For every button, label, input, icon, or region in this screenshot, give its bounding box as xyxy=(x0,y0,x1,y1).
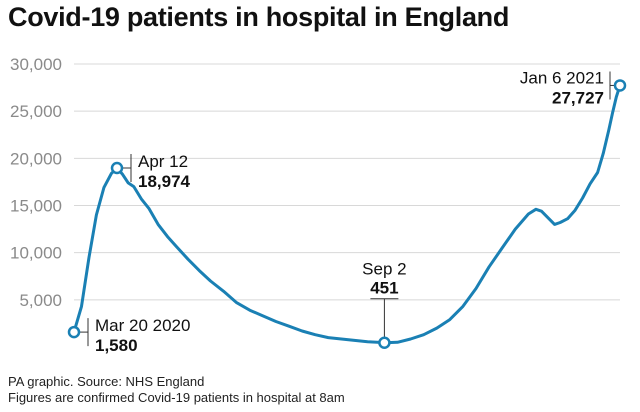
annotation-point-marker xyxy=(67,325,81,339)
annotation-point-marker xyxy=(613,79,627,92)
annotation-value-label: 451 xyxy=(370,279,398,298)
annotation-value-label: 27,727 xyxy=(552,88,604,107)
annotation-date-label: Apr 12 xyxy=(138,152,188,171)
y-tick-label: 10,000 xyxy=(10,244,62,263)
y-axis-ticks: 5,000 10,000 15,000 20,000 25,000 30,000 xyxy=(10,55,62,310)
y-tick-label: 30,000 xyxy=(10,55,62,74)
series-line xyxy=(72,83,622,345)
annotation-point-marker xyxy=(378,336,391,349)
annotation-point-marker xyxy=(110,161,124,175)
y-tick-label: 25,000 xyxy=(10,102,62,121)
annotation-date-label: Jan 6 2021 xyxy=(520,68,604,87)
y-tick-label: 5,000 xyxy=(19,291,62,310)
annotation-value-label: 1,580 xyxy=(95,336,138,355)
annotation-date-label: Mar 20 2020 xyxy=(95,316,190,335)
series-line-layer xyxy=(72,83,622,345)
source-note: PA graphic. Source: NHS England xyxy=(8,374,205,389)
gridlines xyxy=(74,63,620,301)
annotation-date-label: Sep 2 xyxy=(362,260,406,279)
figures-note: Figures are confirmed Covid-19 patients … xyxy=(8,390,345,405)
chart-title: Covid-19 patients in hospital in England xyxy=(8,2,510,32)
y-tick-label: 20,000 xyxy=(10,149,62,168)
y-tick-label: 15,000 xyxy=(10,197,62,216)
annotation-value-label: 18,974 xyxy=(138,172,191,191)
